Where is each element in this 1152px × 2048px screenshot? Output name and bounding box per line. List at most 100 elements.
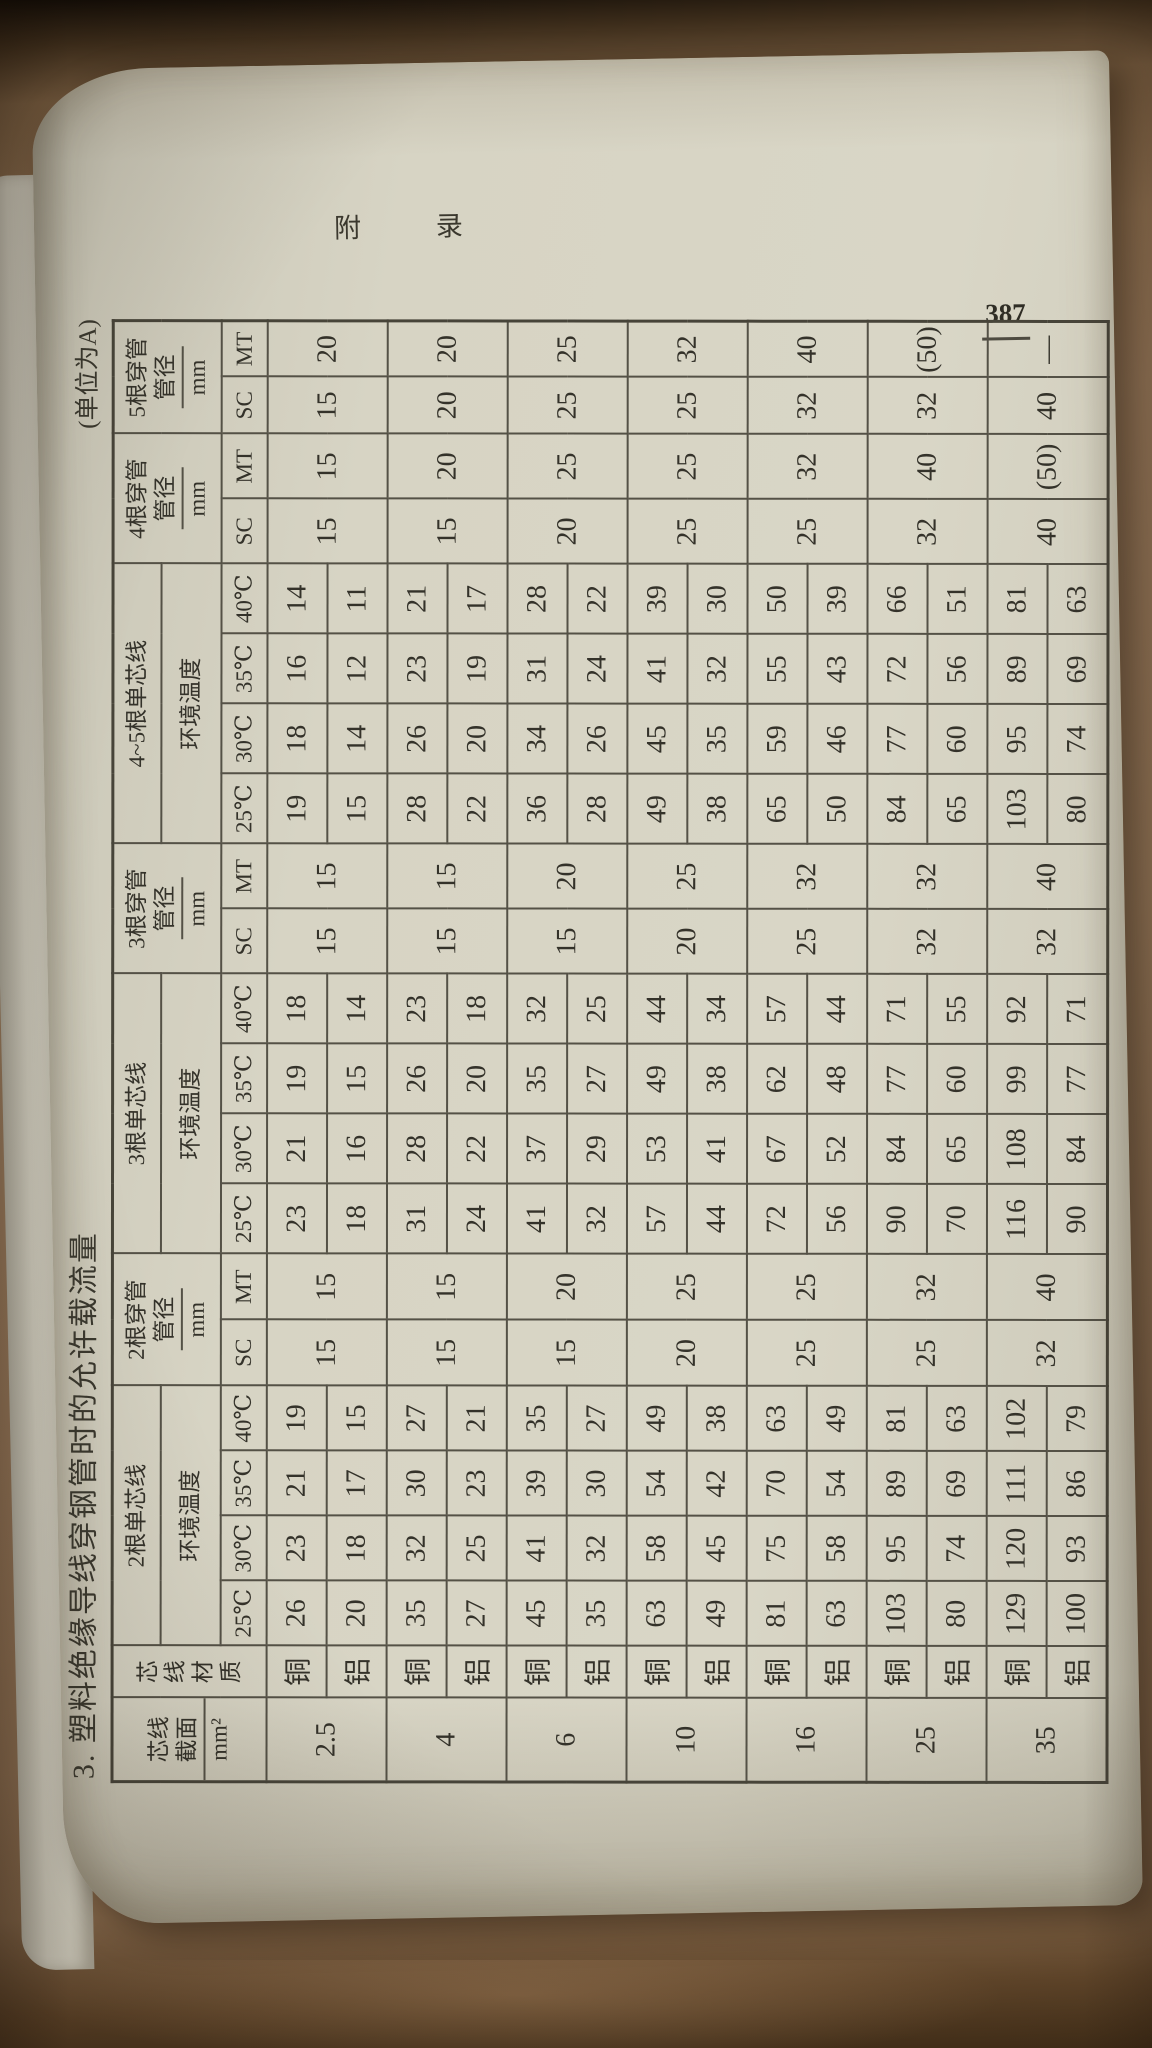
- cell-3w-al-0: 90: [1046, 1184, 1108, 1255]
- cell-45w-al-2: 24: [567, 634, 628, 705]
- cell-pipe4-mt: 40: [867, 434, 988, 500]
- cell-pipe3-sc: 15: [387, 908, 508, 974]
- cell-3w-cu-1: 84: [867, 1114, 928, 1185]
- cell-45w-cu-3: 21: [387, 563, 448, 634]
- header-pipe-pipe5-SC: SC: [221, 376, 268, 434]
- cell-pipe2-sc: 15: [386, 1319, 507, 1386]
- header-pipe-pipe5-MT: MT: [221, 320, 268, 377]
- cell-pipe4-sc: 25: [747, 499, 868, 565]
- cell-pipe3-mt: 15: [267, 843, 388, 909]
- cell-2w-cu-3: 81: [866, 1386, 927, 1452]
- cell-2w-cu-0: 129: [986, 1581, 1047, 1647]
- cell-pipe4-mt: 20: [387, 433, 508, 499]
- cell-3w-al-0: 32: [566, 1184, 628, 1255]
- cell-2w-cu-0: 26: [266, 1580, 327, 1646]
- cell-45w-cu-0: 103: [987, 774, 1048, 845]
- cell-3w-cu-2: 26: [387, 1043, 448, 1114]
- cell-material-cu: 铜: [266, 1645, 327, 1698]
- cell-pipe4-mt: 15: [267, 433, 388, 499]
- cell-3w-al-2: 38: [687, 1044, 748, 1115]
- cell-45w-al-2: 32: [687, 634, 748, 705]
- cell-3w-cu-1: 28: [387, 1113, 448, 1184]
- cell-size-4: 4: [386, 1697, 507, 1782]
- cell-2w-al-1: 74: [926, 1516, 987, 1582]
- cell-pipe3-sc: 20: [627, 909, 748, 975]
- cell-45w-al-0: 28: [567, 774, 628, 845]
- cell-2w-al-3: 38: [686, 1386, 747, 1452]
- cell-pipe2-mt: 20: [506, 1253, 627, 1321]
- cell-2w-al-3: 63: [926, 1386, 987, 1452]
- cell-45w-al-0: 80: [1047, 774, 1108, 845]
- cell-3w-al-0: 24: [446, 1183, 508, 1254]
- cell-2w-al-2: 54: [806, 1451, 867, 1517]
- ampacity-table: 芯线截面 mm² 芯 线 材 质 2根单芯线 2根穿管 管径 mm 3根单芯线 3根穿管 管径 mm…: [110, 319, 1110, 1785]
- cell-2w-cu-1: 120: [986, 1516, 1047, 1582]
- cell-45w-al-2: 69: [1047, 634, 1108, 705]
- cell-3w-cu-0: 31: [386, 1183, 448, 1254]
- cell-45w-al-1: 35: [687, 704, 748, 775]
- cell-pipe3-mt: 15: [387, 843, 508, 909]
- cell-pipe4-mt: 25: [507, 433, 628, 500]
- cell-2w-cu-0: 45: [506, 1580, 567, 1647]
- header-temp-wires45-0: 25℃: [221, 773, 268, 844]
- cell-2w-cu-3: 102: [986, 1386, 1047, 1452]
- cell-2w-al-1: 45: [686, 1516, 747, 1582]
- cell-3w-al-2: 15: [327, 1043, 388, 1114]
- cell-3w-cu-3: 18: [267, 973, 328, 1044]
- cell-2w-cu-2: 39: [506, 1450, 567, 1517]
- cell-pipe5-mt: (50): [867, 321, 988, 378]
- cell-2w-al-0: 49: [686, 1581, 747, 1647]
- header-temp-wires2-0: 25℃: [220, 1580, 267, 1646]
- cell-material-al: 铝: [566, 1646, 627, 1699]
- cell-2w-cu-3: 27: [386, 1385, 447, 1451]
- cell-2w-al-2: 86: [1046, 1451, 1108, 1517]
- cell-3w-cu-0: 57: [626, 1184, 688, 1255]
- cell-3w-al-2: 48: [807, 1044, 868, 1115]
- cell-3w-cu-3: 32: [507, 973, 568, 1045]
- cell-3w-al-2: 20: [447, 1043, 508, 1114]
- cell-pipe5-mt: 25: [507, 320, 628, 378]
- cell-pipe4-mt: (50): [987, 434, 1109, 500]
- cell-45w-al-1: 14: [327, 703, 388, 774]
- cell-3w-al-3: 25: [567, 974, 628, 1045]
- cell-3w-cu-2: 62: [747, 1044, 808, 1115]
- cell-45w-cu-2: 16: [267, 633, 328, 704]
- cell-3w-al-1: 41: [687, 1114, 748, 1185]
- cell-45w-al-3: 51: [927, 564, 988, 635]
- cell-45w-al-3: 17: [447, 563, 508, 634]
- cell-45w-cu-0: 84: [867, 774, 928, 845]
- cell-45w-al-2: 43: [807, 634, 868, 705]
- cell-pipe3-sc: 15: [507, 908, 628, 975]
- cell-pipe2-mt: 25: [626, 1254, 747, 1321]
- cell-2w-al-3: 27: [566, 1386, 627, 1452]
- cell-pipe5-sc: 32: [867, 377, 988, 435]
- cell-2w-cu-0: 81: [746, 1581, 807, 1647]
- cell-pipe3-mt: 40: [987, 844, 1108, 910]
- cell-45w-cu-2: 72: [867, 634, 928, 705]
- cell-3w-cu-1: 67: [747, 1114, 808, 1185]
- cell-3w-al-3: 55: [927, 974, 988, 1045]
- cell-2w-al-0: 27: [446, 1580, 507, 1646]
- cell-pipe5-sc: 32: [747, 377, 868, 435]
- cell-pipe4-mt: 32: [747, 434, 868, 500]
- cell-45w-al-2: 12: [327, 633, 388, 704]
- cell-material-al: 铝: [1046, 1646, 1108, 1699]
- cell-45w-al-1: 20: [447, 703, 508, 774]
- running-head: 附 录: [333, 210, 498, 244]
- header-ambient-temp-wires2: 环境温度: [160, 1385, 221, 1646]
- cell-2w-cu-1: 32: [386, 1515, 447, 1581]
- cell-pipe2-sc: 32: [986, 1320, 1108, 1387]
- header-ambient-temp-wires45: 环境温度: [161, 563, 222, 844]
- cell-2w-cu-2: 21: [266, 1450, 327, 1516]
- cell-3w-cu-0: 90: [866, 1184, 928, 1255]
- header-group-pipe5: 5根穿管 管径 mm: [113, 320, 222, 434]
- cell-pipe2-sc: 15: [506, 1319, 627, 1387]
- header-temp-wires2-2: 35℃: [220, 1450, 267, 1516]
- cell-45w-cu-0: 19: [267, 773, 328, 844]
- cell-3w-cu-3: 44: [627, 974, 688, 1045]
- cell-pipe2-sc: 20: [626, 1320, 747, 1387]
- cell-45w-cu-3: 14: [267, 563, 328, 634]
- cell-material-al: 铝: [686, 1646, 747, 1699]
- header-group-pipe3: 3根穿管 管径 mm: [112, 843, 222, 974]
